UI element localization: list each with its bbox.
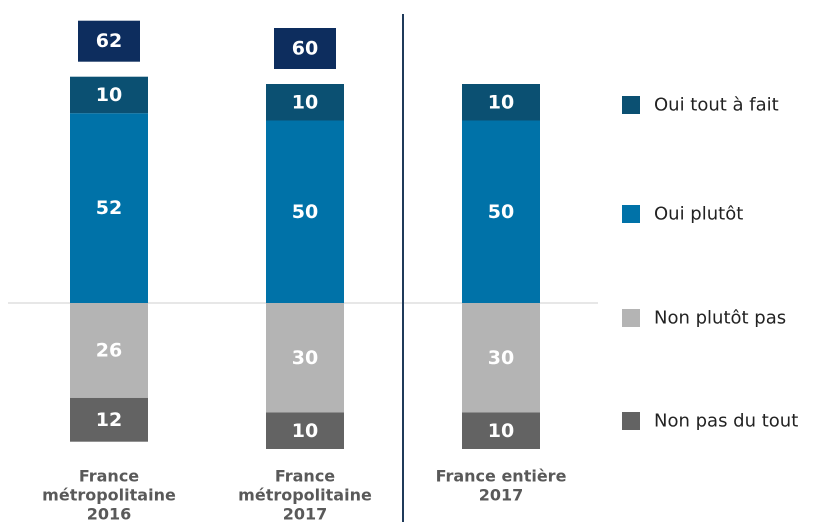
bar-non-plutot-pas-1 [266,303,344,413]
data-label-non-pas-du-tout-2: 10 [488,420,514,442]
data-label-non-pas-du-tout-1: 10 [292,420,318,442]
legend: Oui tout à fait Oui plutôt Non plutôt pas N… [622,95,798,432]
category-label-0-line-2: 2016 [87,505,132,524]
data-label-non-pas-du-tout-0: 12 [96,409,122,431]
bar-non-pas-du-tout-2 [462,412,540,449]
data-label-oui-tout-a-fait-1: 10 [292,91,318,113]
bar-oui-tout-a-fait-0 [70,76,148,114]
data-label-oui-plutot-2: 50 [488,201,514,223]
bar-non-pas-du-tout-1 [266,412,344,449]
category-label-1-line-1: métropolitaine [238,486,372,505]
bar-non-plutot-pas-2 [462,303,540,413]
category-labels: Francemétropolitaine2016Francemétropolit… [42,467,566,524]
legend-swatch-non-pas-du-tout [622,412,640,430]
bar-non-pas-du-tout-0 [70,397,148,442]
data-label-oui-plutot-0: 52 [96,197,122,219]
legend-swatch-oui-plutot [622,205,640,223]
data-label-non-plutot-pas-2: 30 [488,347,514,369]
bar-oui-tout-a-fait-1 [266,84,344,121]
category-label-2-line-1: 2017 [479,486,524,505]
legend-label-oui-tout-a-fait: Oui tout à fait [654,95,779,116]
total-box-1 [274,28,336,69]
legend-label-non-pas-du-tout: Non pas du tout [654,411,798,432]
total-label-0: 62 [96,30,122,52]
total-box-0 [78,20,140,62]
bar-oui-tout-a-fait-2 [462,84,540,121]
bar-oui-plutot-1 [266,120,344,303]
bar-non-plutot-pas-0 [70,303,148,398]
legend-swatch-oui-tout-a-fait [622,96,640,114]
bar-oui-plutot-2 [462,120,540,303]
category-label-1-line-0: France [275,467,335,486]
data-label-non-plutot-pas-0: 26 [96,339,122,361]
category-label-0-line-0: France [79,467,139,486]
category-label-0-line-1: métropolitaine [42,486,176,505]
category-label-2-line-0: France entière [436,467,567,486]
legend-swatch-non-plutot-pas [622,309,640,327]
category-label-1-line-2: 2017 [283,505,328,524]
legend-label-non-plutot-pas: Non plutôt pas [654,308,786,329]
data-label-oui-plutot-1: 50 [292,201,318,223]
bars-layer: 52 10 26 12 50 10 30 10 50 10 30 10 [70,76,540,449]
legend-label-oui-plutot: Oui plutôt [654,204,743,225]
total-label-1: 60 [292,38,318,60]
totals-layer: 62 60 [78,20,336,69]
data-label-oui-tout-a-fait-0: 10 [96,84,122,106]
data-label-oui-tout-a-fait-2: 10 [488,91,514,113]
data-label-non-plutot-pas-1: 30 [292,347,318,369]
bar-oui-plutot-0 [70,113,148,303]
